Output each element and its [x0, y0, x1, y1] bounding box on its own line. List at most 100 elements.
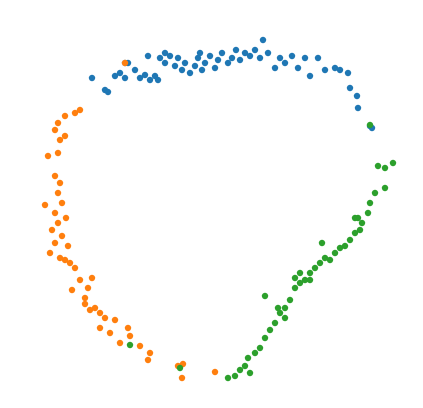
- scatter-point: [224, 59, 232, 67]
- scatter-point: [331, 64, 339, 72]
- scatter-point: [211, 64, 219, 72]
- scatter-point: [306, 269, 314, 277]
- scatter-point: [306, 276, 314, 284]
- scatter-point: [389, 159, 397, 167]
- scatter-point: [81, 300, 89, 308]
- scatter-point: [306, 72, 314, 80]
- scatter-point: [54, 219, 62, 227]
- scatter-point: [228, 54, 236, 62]
- scatter-point: [321, 66, 329, 74]
- scatter-point: [56, 179, 64, 187]
- scatter-point: [181, 59, 189, 67]
- scatter-point: [301, 54, 309, 62]
- scatter-point: [48, 226, 56, 234]
- scatter-point: [281, 314, 289, 322]
- scatter-point: [61, 112, 69, 120]
- scatter-point: [64, 242, 72, 250]
- scatter-point: [191, 62, 199, 70]
- scatter-point: [336, 66, 344, 74]
- scatter-point: [381, 184, 389, 192]
- scatter-point: [58, 199, 66, 207]
- scatter-point: [296, 269, 304, 277]
- scatter-point: [318, 239, 326, 247]
- scatter-point: [144, 356, 152, 364]
- scatter-point: [126, 341, 134, 349]
- scatter-point: [54, 189, 62, 197]
- scatter-point: [156, 54, 164, 62]
- scatter-point: [96, 309, 104, 317]
- scatter-point: [124, 324, 132, 332]
- scatter-point: [281, 304, 289, 312]
- scatter-point: [274, 304, 282, 312]
- scatter-point: [256, 344, 264, 352]
- scatter-point: [178, 66, 186, 74]
- scatter-point: [81, 294, 89, 302]
- scatter-point: [344, 69, 352, 77]
- scatter-point: [259, 36, 267, 44]
- scatter-point: [341, 242, 349, 250]
- scatter-point: [46, 249, 54, 257]
- scatter-point: [244, 354, 252, 362]
- scatter-point: [296, 279, 304, 287]
- scatter-point: [56, 254, 64, 262]
- scatter-point: [246, 369, 254, 377]
- scatter-point: [51, 126, 59, 134]
- scatter-point: [314, 54, 322, 62]
- scatter-point: [126, 332, 134, 340]
- scatter-point: [276, 54, 284, 62]
- scatter-point: [76, 276, 84, 284]
- scatter-point: [178, 374, 186, 382]
- scatter-point: [76, 106, 84, 114]
- scatter-point: [294, 64, 302, 72]
- scatter-point: [121, 59, 129, 67]
- scatter-point: [346, 236, 354, 244]
- scatter-point: [358, 219, 366, 227]
- scatter-point: [174, 54, 182, 62]
- scatter-point: [281, 59, 289, 67]
- scatter-point: [291, 284, 299, 292]
- scatter-point: [146, 76, 154, 84]
- scatter-point: [218, 49, 226, 57]
- scatter-point: [346, 84, 354, 92]
- scatter-point: [101, 314, 109, 322]
- scatter-point: [264, 49, 272, 57]
- scatter-point: [84, 284, 92, 292]
- scatter-point: [51, 172, 59, 180]
- scatter-point: [366, 121, 374, 129]
- scatter-point: [141, 71, 149, 79]
- scatter-point: [381, 164, 389, 172]
- scatter-point: [371, 189, 379, 197]
- scatter-point: [196, 49, 204, 57]
- scatter-point: [58, 232, 66, 240]
- scatter-point: [56, 136, 64, 144]
- scatter-point: [351, 214, 359, 222]
- scatter-point: [61, 132, 69, 140]
- scatter-point: [44, 152, 52, 160]
- scatter-point: [194, 54, 202, 62]
- scatter-point: [68, 286, 76, 294]
- scatter-point: [288, 52, 296, 60]
- scatter-point: [286, 296, 294, 304]
- scatter-point: [311, 264, 319, 272]
- scatter-point: [301, 276, 309, 284]
- scatter-point: [176, 364, 184, 372]
- scatter-point: [271, 64, 279, 72]
- scatter-point: [136, 74, 144, 82]
- scatter-point: [231, 372, 239, 380]
- scatter-point: [246, 52, 254, 60]
- scatter-point: [71, 264, 79, 272]
- scatter-point: [96, 324, 104, 332]
- scatter-point: [366, 199, 374, 207]
- scatter-point: [54, 149, 62, 157]
- scatter-point: [61, 256, 69, 264]
- scatter-point: [154, 76, 162, 84]
- scatter-point: [214, 56, 222, 64]
- scatter-point: [136, 342, 144, 350]
- scatter-point: [251, 46, 259, 54]
- scatter-point: [206, 52, 214, 60]
- scatter-point: [51, 239, 59, 247]
- scatter-point: [161, 59, 169, 67]
- scatter-point: [54, 119, 62, 127]
- scatter-point: [232, 46, 240, 54]
- scatter-point: [88, 274, 96, 282]
